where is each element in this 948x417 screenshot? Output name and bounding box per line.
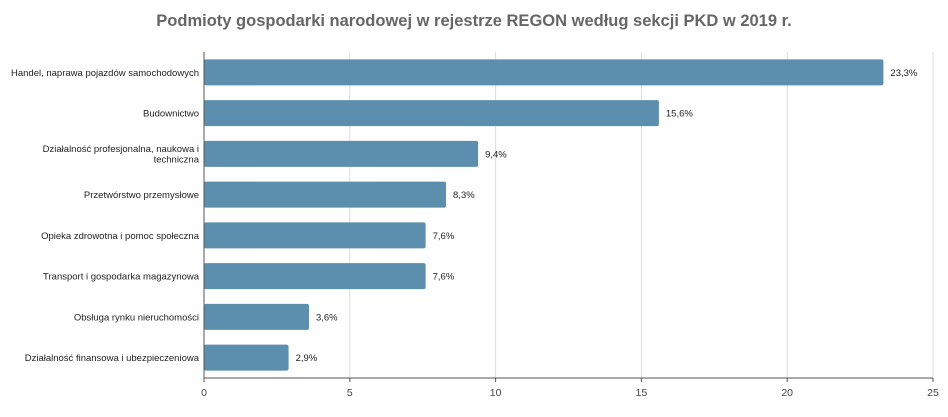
x-tick-label-1: 5 [347,387,353,399]
bar-6 [204,303,309,330]
value-label-4: 7,6% [433,231,455,242]
bar-7 [204,344,289,371]
value-label-5: 7,6% [433,272,455,283]
value-label-1: 15,6% [666,109,693,120]
category-label-line: Handel, naprawa pojazdów samochodowych [11,68,199,79]
category-label-1: Budownictwo [143,109,199,120]
x-tick-label-0: 0 [201,387,207,399]
category-label-5: Transport i gospodarka magazynowa [43,272,200,283]
bar-4 [204,222,426,249]
category-label-line: Transport i gospodarka magazynowa [43,272,200,283]
value-label-3: 8,3% [453,190,475,201]
bar-5 [204,263,426,290]
bar-3 [204,181,447,208]
value-label-6: 3,6% [316,312,338,323]
x-tick-label-3: 15 [636,387,648,399]
chart-title: Podmioty gospodarki narodowej w rejestrz… [156,12,792,30]
category-label-6: Obsługa rynku nieruchomości [74,312,199,323]
category-label-line: Budownictwo [143,109,199,120]
x-tick-label-5: 25 [927,387,939,399]
bar-1 [204,100,659,127]
category-label-0: Handel, naprawa pojazdów samochodowych [11,68,199,79]
value-label-0: 23,3% [890,68,917,79]
category-label-line: Działalność finansowa i ubezpieczeniowa [25,353,200,364]
category-label-line: Opieka zdrowotna i pomoc społeczna [41,231,200,242]
category-label-line: Przetwórstwo przemysłowe [84,190,199,201]
value-label-7: 2,9% [296,353,318,364]
x-tick-label-4: 20 [781,387,793,399]
bar-0 [204,59,884,86]
category-label-line: techniczna [154,155,200,166]
category-label-3: Przetwórstwo przemysłowe [84,190,199,201]
value-label-2: 9,4% [485,149,507,160]
category-label-7: Działalność finansowa i ubezpieczeniowa [25,353,200,364]
x-tick-label-2: 10 [490,387,502,399]
category-label-2: Działalność profesjonalna, naukowa i tech… [43,144,200,166]
bar-2 [204,140,479,167]
category-label-line: Obsługa rynku nieruchomości [74,312,199,323]
category-label-line: Działalność profesjonalna, naukowa i [43,144,199,155]
category-label-4: Opieka zdrowotna i pomoc społeczna [41,231,200,242]
